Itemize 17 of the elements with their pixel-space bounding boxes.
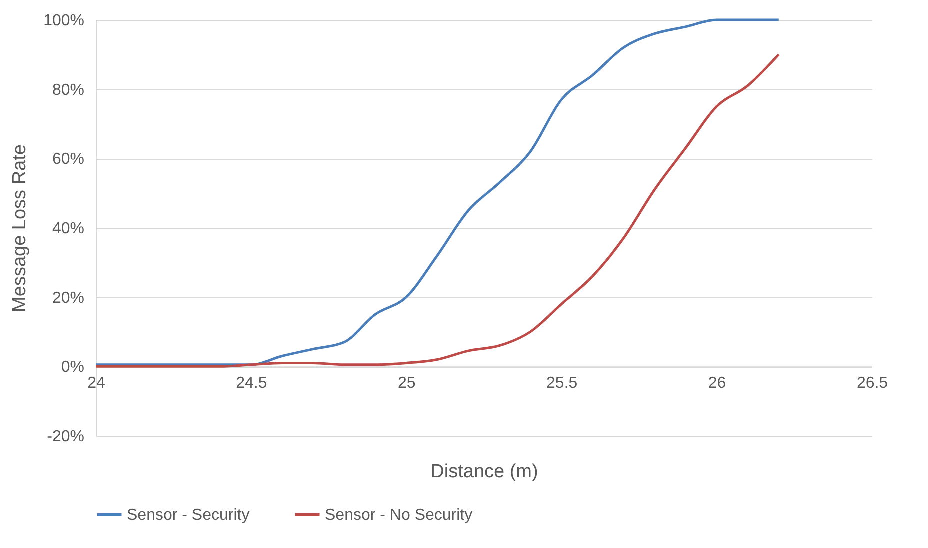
x-axis-title: Distance (m) bbox=[430, 462, 538, 482]
y-axis-title: Message Loss Rate bbox=[10, 144, 31, 312]
y-tick-label: 0% bbox=[61, 359, 84, 376]
y-tick-label: 40% bbox=[52, 220, 84, 238]
x-tick-label: 26 bbox=[708, 375, 726, 392]
x-tick-label: 25.5 bbox=[546, 375, 578, 392]
x-tick-label: 24.5 bbox=[236, 375, 268, 392]
legend-label: Sensor - Security bbox=[127, 506, 250, 524]
y-tick-label: -20% bbox=[47, 428, 84, 446]
x-tick-label: 26.5 bbox=[856, 375, 888, 392]
x-tick-label: 25 bbox=[398, 375, 416, 392]
y-tick-label: 60% bbox=[52, 151, 84, 168]
y-tick-label: 80% bbox=[52, 82, 84, 99]
y-tick-label: 100% bbox=[44, 12, 84, 30]
legend-label: Sensor - No Security bbox=[325, 506, 473, 524]
x-tick-label: 24 bbox=[88, 375, 106, 392]
y-tick-label: 20% bbox=[52, 290, 84, 307]
